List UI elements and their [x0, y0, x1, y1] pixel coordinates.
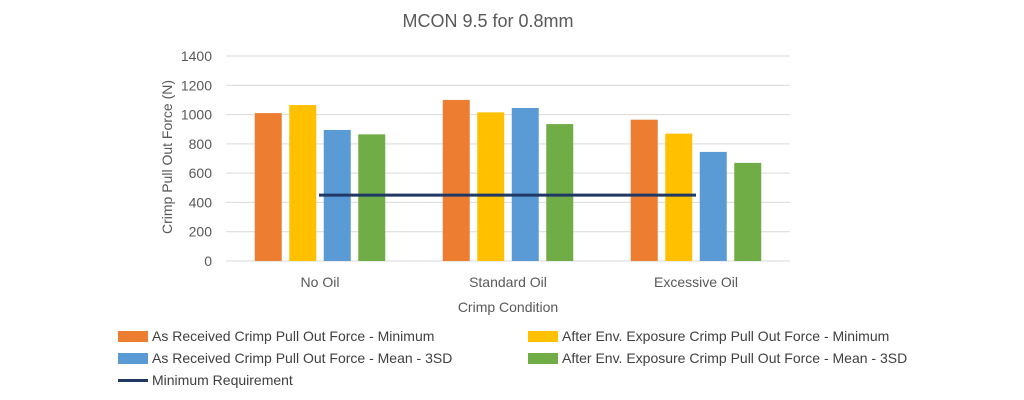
- chart-title: MCON 9.5 for 0.8mm: [402, 11, 573, 31]
- legend-swatch: [118, 352, 148, 364]
- bar: [546, 124, 574, 261]
- y-tick-label: 400: [189, 194, 213, 210]
- x-tick-label: Excessive Oil: [654, 274, 738, 290]
- bar: [477, 112, 505, 261]
- legend-label: After Env. Exposure Crimp Pull Out Force…: [562, 328, 890, 344]
- gridlines: [226, 55, 790, 262]
- legend-item-after-env-minimum: After Env. Exposure Crimp Pull Out Force…: [528, 328, 889, 344]
- legend-swatch: [118, 330, 148, 342]
- y-tick-label: 1000: [181, 107, 212, 123]
- y-tick-label: 600: [189, 165, 213, 181]
- bar: [358, 134, 386, 261]
- bar: [511, 107, 539, 261]
- bar: [665, 133, 693, 261]
- legend-swatch: [528, 352, 558, 364]
- legend-item-minimum-requirement: Minimum Requirement: [118, 372, 293, 388]
- bar: [699, 151, 727, 261]
- x-axis-label: Crimp Condition: [458, 299, 558, 315]
- y-tick-label: 800: [189, 136, 213, 152]
- x-axis-ticks: No Oil Standard Oil Excessive Oil: [301, 274, 738, 290]
- y-tick-label: 200: [189, 224, 213, 240]
- legend-swatch: [528, 330, 558, 342]
- y-tick-label: 0: [204, 253, 212, 269]
- bars: [254, 99, 762, 261]
- y-axis-ticks: 0 200 400 600 800 1000 1200 1400: [181, 48, 212, 269]
- bar: [630, 119, 658, 261]
- legend-label: As Received Crimp Pull Out Force - Mean …: [152, 350, 453, 366]
- y-axis-label: Crimp Pull Out Force (N): [159, 80, 175, 234]
- y-tick-label: 1400: [181, 48, 212, 64]
- legend-label: As Received Crimp Pull Out Force - Minim…: [152, 328, 435, 344]
- legend-label: After Env. Exposure Crimp Pull Out Force…: [562, 350, 908, 366]
- bar: [254, 113, 282, 261]
- legend-label: Minimum Requirement: [152, 372, 293, 388]
- legend-line-swatch: [118, 378, 148, 382]
- x-tick-label: No Oil: [301, 274, 340, 290]
- legend-item-as-received-minimum: As Received Crimp Pull Out Force - Minim…: [118, 328, 434, 344]
- x-tick-label: Standard Oil: [469, 274, 547, 290]
- bar: [734, 162, 762, 261]
- y-tick-label: 1200: [181, 77, 212, 93]
- bar: [442, 99, 470, 261]
- bar: [289, 105, 317, 261]
- legend-item-as-received-mean-3sd: As Received Crimp Pull Out Force - Mean …: [118, 350, 452, 366]
- legend-item-after-env-mean-3sd: After Env. Exposure Crimp Pull Out Force…: [528, 350, 907, 366]
